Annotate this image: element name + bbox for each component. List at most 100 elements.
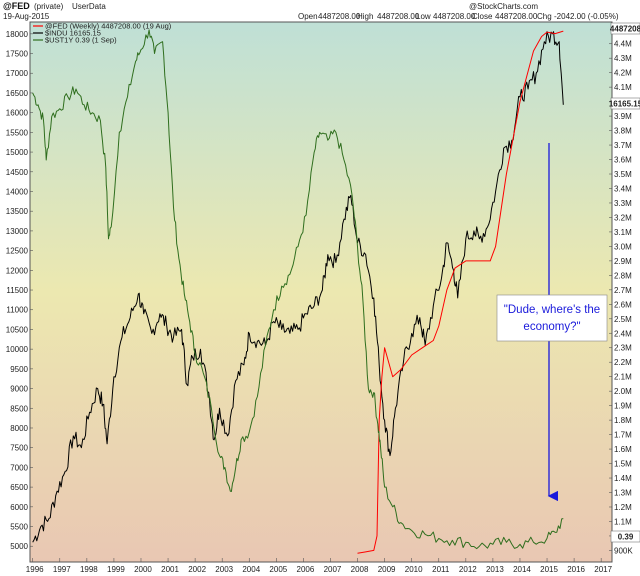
low-value: 4487208.00 [433, 12, 476, 21]
right-tick-label: 900K [614, 546, 633, 555]
x-tick-label: 1997 [53, 565, 71, 574]
annotation-box [496, 294, 608, 342]
x-tick-label: 2002 [188, 565, 206, 574]
left-tick-label: 6500 [10, 483, 28, 492]
open-value: 4487208.00 [318, 12, 361, 21]
left-tick-label: 10500 [6, 325, 29, 334]
annotation-line2: economy?" [523, 321, 580, 333]
right-tick-label: 3.7M [614, 141, 632, 150]
legend-ust: $UST1Y 0.39 (1 Sep) [45, 36, 117, 45]
right-tick-label: 1.5M [614, 460, 632, 469]
x-tick-label: 2015 [540, 565, 558, 574]
x-tick-label: 2016 [567, 565, 585, 574]
x-tick-label: 2010 [405, 565, 423, 574]
right-tick-label: 4.2M [614, 69, 632, 78]
left-tick-label: 15500 [6, 128, 29, 137]
x-tick-label: 2017 [594, 565, 612, 574]
series-line-fed [357, 30, 564, 554]
left-tick-label: 16500 [6, 89, 29, 98]
left-tick-label: 11000 [6, 306, 28, 315]
badge-indu-value: 16165.15 [609, 100, 640, 109]
left-tick-label: 7000 [10, 463, 28, 472]
x-tick-label: 2006 [297, 565, 315, 574]
badge-indu: 16165.15 [609, 97, 640, 110]
left-tick-label: 9500 [10, 365, 28, 374]
x-tick-label: 2012 [459, 565, 477, 574]
x-tick-label: 2000 [134, 565, 152, 574]
legend-indu: $INDU 16165.15 [45, 29, 101, 38]
right-tick-label: 3.8M [614, 127, 632, 136]
chart-symbol: @FED [3, 1, 30, 11]
right-tick-label: 2.0M [614, 387, 632, 396]
x-tick-label: 2009 [378, 565, 396, 574]
annotation-line1: "Dude, where's the [504, 304, 600, 316]
left-axis: 5000 5500 6000 6500 7000 7500 8000 8500 9000 9500… [6, 30, 33, 551]
right-tick-label: 2.2M [614, 358, 632, 367]
legend-fed: @FED (Weekly) 4487208.00 (19 Aug) [45, 22, 172, 31]
right-tick-label: 1.1M [614, 517, 632, 526]
right-tick-label: 2.7M [614, 286, 632, 295]
annotation: "Dude, where's the economy?" [496, 143, 608, 502]
badge-fed: 4487208 [610, 22, 640, 35]
chart-qualifier: (private) [34, 2, 64, 11]
series-group [32, 29, 564, 554]
left-tick-label: 8000 [10, 424, 28, 433]
right-tick-label: 1.4M [614, 474, 632, 483]
legend: @FED (Weekly) 4487208.00 (19 Aug) $INDU … [33, 22, 172, 45]
left-tick-label: 5500 [10, 523, 28, 532]
left-tick-label: 9000 [10, 385, 28, 394]
x-tick-label: 2001 [161, 565, 179, 574]
right-tick-label: 1.6M [614, 445, 632, 454]
high-label: High [357, 12, 373, 21]
close-value: 4487208.00 [495, 12, 538, 21]
x-tick-label: 2011 [432, 565, 450, 574]
chg-label: Chg [537, 12, 552, 21]
right-tick-label: 3.5M [614, 170, 632, 179]
low-label: Low [416, 12, 431, 21]
left-tick-label: 13500 [6, 207, 29, 216]
ohlc-readout: Open 4487208.00 High 4487208.00 Low 4487… [298, 12, 619, 21]
right-tick-label: 1.8M [614, 416, 632, 425]
series-line-ust1y [32, 29, 564, 550]
right-tick-label: 3.2M [614, 213, 632, 222]
x-tick-label: 2007 [324, 565, 342, 574]
right-tick-label: 4.4M [614, 40, 632, 49]
left-tick-label: 8500 [10, 404, 28, 413]
left-tick-label: 15000 [6, 148, 29, 157]
left-tick-label: 18000 [6, 30, 29, 39]
right-tick-label: 3.6M [614, 156, 632, 165]
right-tick-label: 1.2M [614, 503, 632, 512]
right-tick-label: 2.8M [614, 271, 632, 280]
close-label: Close [472, 12, 493, 21]
x-tick-label: 2008 [351, 565, 369, 574]
left-tick-label: 14500 [6, 168, 29, 177]
x-tick-label: 2013 [486, 565, 504, 574]
x-tick-label: 1998 [80, 565, 98, 574]
left-tick-label: 11500 [6, 286, 28, 295]
left-tick-label: 16000 [6, 109, 29, 118]
series-line-indu [32, 31, 564, 543]
open-label: Open [298, 12, 318, 21]
right-axis: 900K1.0M1.1M1.2M1.3M1.4M1.5M1.6M1.7M1.8M… [609, 40, 633, 555]
left-tick-label: 12500 [6, 247, 29, 256]
right-tick-label: 1.9M [614, 402, 632, 411]
x-tick-label: 2003 [215, 565, 233, 574]
left-tick-label: 10000 [6, 345, 29, 354]
right-tick-label: 3.9M [614, 112, 632, 121]
left-tick-label: 17500 [6, 50, 29, 59]
left-tick-label: 6000 [10, 503, 28, 512]
right-tick-label: 3.0M [614, 242, 632, 251]
right-tick-label: 2.1M [614, 373, 632, 382]
x-tick-label: 2014 [513, 565, 531, 574]
left-tick-label: 7500 [10, 444, 28, 453]
chart-source: UserData [72, 2, 106, 11]
right-tick-label: 2.3M [614, 344, 632, 353]
badge-fed-value: 4487208 [610, 25, 640, 34]
left-tick-label: 5000 [10, 542, 28, 551]
right-tick-label: 2.5M [614, 315, 632, 324]
x-tick-label: 1999 [107, 565, 125, 574]
badge-ust-value: 0.39 [618, 533, 634, 542]
watermark: @StockCharts.com [469, 2, 538, 11]
right-tick-label: 3.3M [614, 199, 632, 208]
